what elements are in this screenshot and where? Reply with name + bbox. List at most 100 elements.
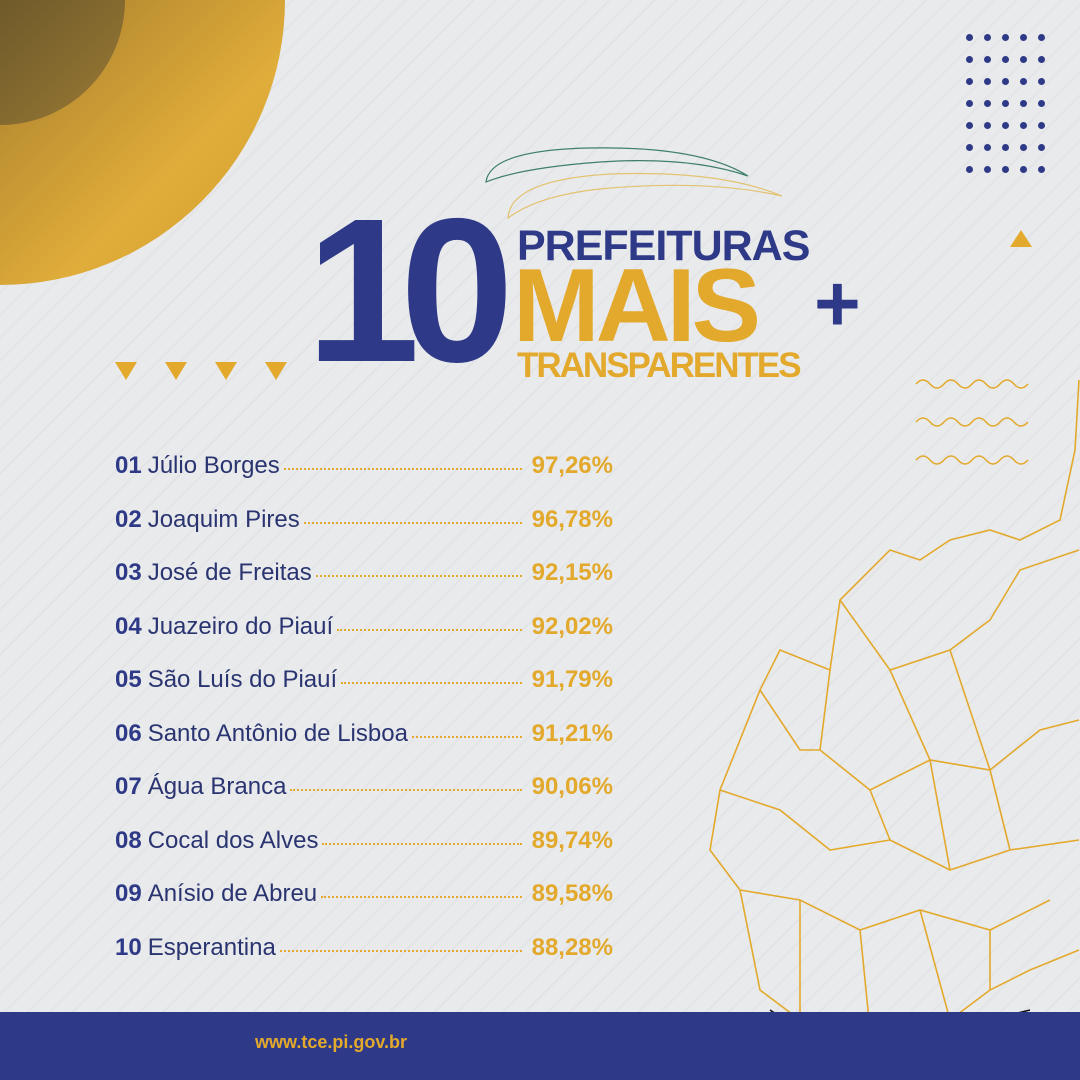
dotted-leader xyxy=(341,682,522,684)
dot xyxy=(966,78,973,85)
transparency-percent: 89,58% xyxy=(531,880,613,907)
wave-decoration xyxy=(915,379,1029,465)
ranking-row: 02 Joaquim Pires 96,78% xyxy=(115,506,613,560)
title-line-2: MAIS xyxy=(513,248,761,364)
municipality-name: Água Branca xyxy=(147,773,287,800)
dot xyxy=(1020,100,1027,107)
dotted-leader xyxy=(315,575,522,577)
dot xyxy=(1038,144,1045,151)
transparency-percent: 91,79% xyxy=(531,666,613,693)
dotted-leader xyxy=(303,521,522,524)
ranking-row: 06 Santo Antônio de Lisboa 91,21% xyxy=(115,720,613,774)
dotted-leader xyxy=(283,468,522,470)
municipality-name: José de Freitas xyxy=(147,559,312,586)
title-number: 10 xyxy=(306,176,514,405)
rank-number: 10 xyxy=(115,933,142,961)
dot xyxy=(984,34,991,41)
state-map-illustration xyxy=(709,379,1080,1071)
dotted-leader xyxy=(411,735,522,738)
transparency-percent: 88,28% xyxy=(531,933,613,961)
dot xyxy=(1038,166,1045,173)
dot xyxy=(1038,78,1045,85)
plus-icon: + xyxy=(814,259,861,348)
dot xyxy=(984,78,991,85)
dot xyxy=(1002,166,1009,173)
dot xyxy=(1020,166,1027,173)
ranking-row: 08 Cocal dos Alves 89,74% xyxy=(115,827,613,881)
footer-bar xyxy=(0,1012,1080,1080)
municipality-name: Joaquim Pires xyxy=(147,505,300,533)
dot xyxy=(1002,122,1009,129)
ranking-row: 09 Anísio de Abreu 89,58% xyxy=(115,880,613,934)
dot xyxy=(1020,56,1027,63)
municipality-name: Cocal dos Alves xyxy=(147,826,319,854)
decorative-ring xyxy=(0,0,285,285)
municipality-name: Anísio de Abreu xyxy=(147,880,318,907)
transparency-percent: 92,15% xyxy=(531,559,613,586)
dot xyxy=(984,122,991,129)
dot xyxy=(966,34,973,41)
rank-number: 07 xyxy=(115,773,142,800)
ranking-list: 01 Júlio Borges 97,26% 02 Joaquim Pires 96,78… xyxy=(115,452,613,987)
title-line-1: PREFEITURAS xyxy=(517,222,810,270)
ranking-row: 10 Esperantina 88,28% xyxy=(115,934,613,988)
dot xyxy=(984,144,991,151)
dot xyxy=(1020,78,1027,85)
dotted-leader xyxy=(290,789,522,791)
municipality-name: Santo Antônio de Lisboa xyxy=(147,719,408,747)
dot xyxy=(1020,122,1027,129)
transparency-percent: 91,21% xyxy=(531,719,613,747)
municipality-name: São Luís do Piauí xyxy=(147,666,338,693)
decorative-circle xyxy=(0,0,125,125)
website-link[interactable]: www.tce.pi.gov.br xyxy=(255,1032,408,1052)
rank-number: 02 xyxy=(115,505,142,533)
transparency-percent: 97,26% xyxy=(531,452,613,479)
dot xyxy=(1038,100,1045,107)
dot-grid-decoration xyxy=(966,34,1046,173)
triangle-down-icon xyxy=(265,362,287,380)
dotted-leader xyxy=(321,896,522,898)
title-line-3: TRANSPARENTES xyxy=(517,346,802,385)
dot xyxy=(1038,56,1045,63)
dot xyxy=(966,56,973,63)
triangle-up-icon xyxy=(1010,230,1032,247)
dot xyxy=(966,166,973,173)
rank-number: 09 xyxy=(115,880,142,907)
dotted-leader xyxy=(322,842,522,845)
transparency-percent: 89,74% xyxy=(531,826,613,854)
dot xyxy=(1002,56,1009,63)
ranking-row: 05 São Luís do Piauí 91,79% xyxy=(115,666,613,720)
triangle-down-icon xyxy=(165,362,187,380)
dot xyxy=(1038,34,1045,41)
dotted-leader xyxy=(337,628,522,631)
ranking-row: 01 Júlio Borges 97,26% xyxy=(115,452,613,506)
triangle-down-icon xyxy=(215,362,237,380)
triangle-down-icon xyxy=(115,362,137,380)
municipality-name: Júlio Borges xyxy=(147,452,280,479)
dot xyxy=(1020,144,1027,151)
dot xyxy=(966,144,973,151)
dotted-leader xyxy=(279,949,522,952)
dot xyxy=(984,100,991,107)
dot xyxy=(984,166,991,173)
municipality-name: Esperantina xyxy=(147,933,276,961)
dot xyxy=(1020,34,1027,41)
dot xyxy=(966,100,973,107)
rank-number: 08 xyxy=(115,826,142,854)
rank-number: 03 xyxy=(115,559,142,586)
municipality-name: Juazeiro do Piauí xyxy=(147,612,334,640)
dot xyxy=(966,122,973,129)
rank-number: 05 xyxy=(115,666,142,693)
dot xyxy=(1002,78,1009,85)
ranking-row: 03 José de Freitas 92,15% xyxy=(115,559,613,613)
ranking-row: 04 Juazeiro do Piauí 92,02% xyxy=(115,613,613,667)
dot xyxy=(1002,100,1009,107)
transparency-percent: 96,78% xyxy=(531,505,613,533)
dot xyxy=(1002,144,1009,151)
arc-decoration xyxy=(485,147,783,220)
ranking-row: 07 Água Branca 90,06% xyxy=(115,773,613,827)
dot xyxy=(1002,34,1009,41)
rank-number: 01 xyxy=(115,452,142,479)
rank-number: 06 xyxy=(115,719,142,747)
rank-number: 04 xyxy=(115,612,142,640)
